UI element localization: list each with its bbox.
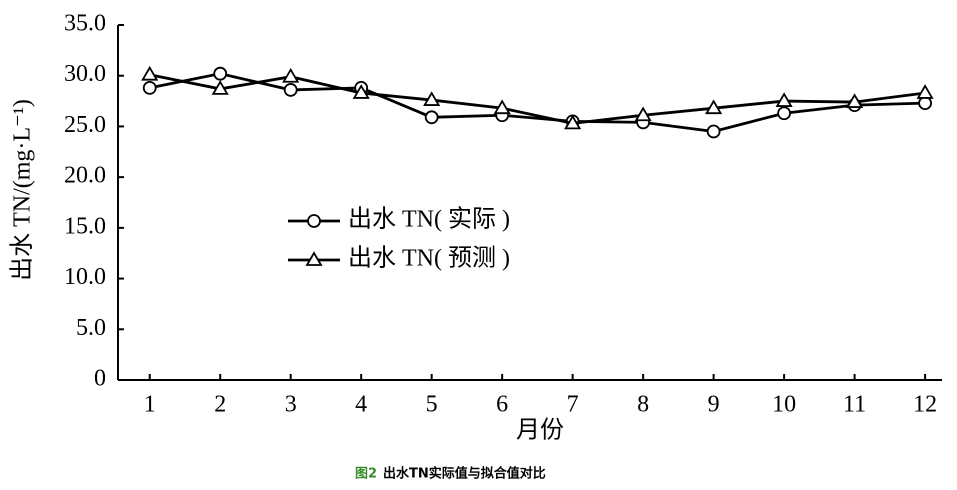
point xyxy=(705,99,723,115)
legend-label: 出水 TN( 预测 ) xyxy=(348,245,510,272)
point xyxy=(634,106,652,122)
point xyxy=(777,106,792,121)
y-tick-label: 10.0 xyxy=(64,264,106,290)
point xyxy=(142,80,157,95)
x-tick-label: 11 xyxy=(843,392,866,418)
point xyxy=(213,66,228,81)
y-tick-label: 0 xyxy=(94,366,106,392)
y-tick-label: 20.0 xyxy=(64,163,106,189)
legend-marker xyxy=(307,214,321,228)
x-tick-label: 6 xyxy=(496,392,508,418)
x-axis-label: 月份 xyxy=(516,417,564,444)
x-tick-label: 9 xyxy=(708,392,720,418)
x-tick-label: 10 xyxy=(772,392,796,418)
series-line xyxy=(149,72,926,133)
y-tick-label: 5.0 xyxy=(76,315,106,341)
point xyxy=(141,65,159,81)
point xyxy=(423,91,441,106)
caption-label: 图2 xyxy=(355,467,377,482)
x-tick-label: 3 xyxy=(285,392,297,418)
y-tick-label: 30.0 xyxy=(64,61,106,87)
point xyxy=(706,124,721,139)
x-tick-label: 8 xyxy=(637,392,649,418)
x-tick-label: 4 xyxy=(355,392,367,418)
point xyxy=(211,80,229,95)
y-tick-label: 15.0 xyxy=(64,213,106,239)
series-line xyxy=(149,73,926,125)
y-tick-label: 25.0 xyxy=(64,112,106,138)
point xyxy=(352,84,370,99)
point xyxy=(282,67,300,83)
x-tick-label: 5 xyxy=(426,392,438,418)
y-axis-label: 出水 TN/(mg·L⁻¹) xyxy=(9,99,36,281)
point xyxy=(564,114,582,130)
point xyxy=(775,92,793,107)
x-tick-label: 7 xyxy=(567,392,579,418)
point xyxy=(846,93,864,108)
x-tick-label: 1 xyxy=(144,392,156,418)
legend-marker xyxy=(305,251,323,266)
x-tick-label: 12 xyxy=(913,392,937,418)
legend-label: 出水 TN( 实际 ) xyxy=(348,206,510,233)
point xyxy=(916,84,934,99)
caption-text: 出水TN实际值与拟合值对比 xyxy=(383,466,546,482)
point xyxy=(493,99,511,115)
point xyxy=(424,110,439,125)
y-tick-label: 35.0 xyxy=(64,11,106,37)
x-tick-label: 2 xyxy=(214,392,226,418)
point xyxy=(918,96,932,110)
point xyxy=(283,83,298,97)
